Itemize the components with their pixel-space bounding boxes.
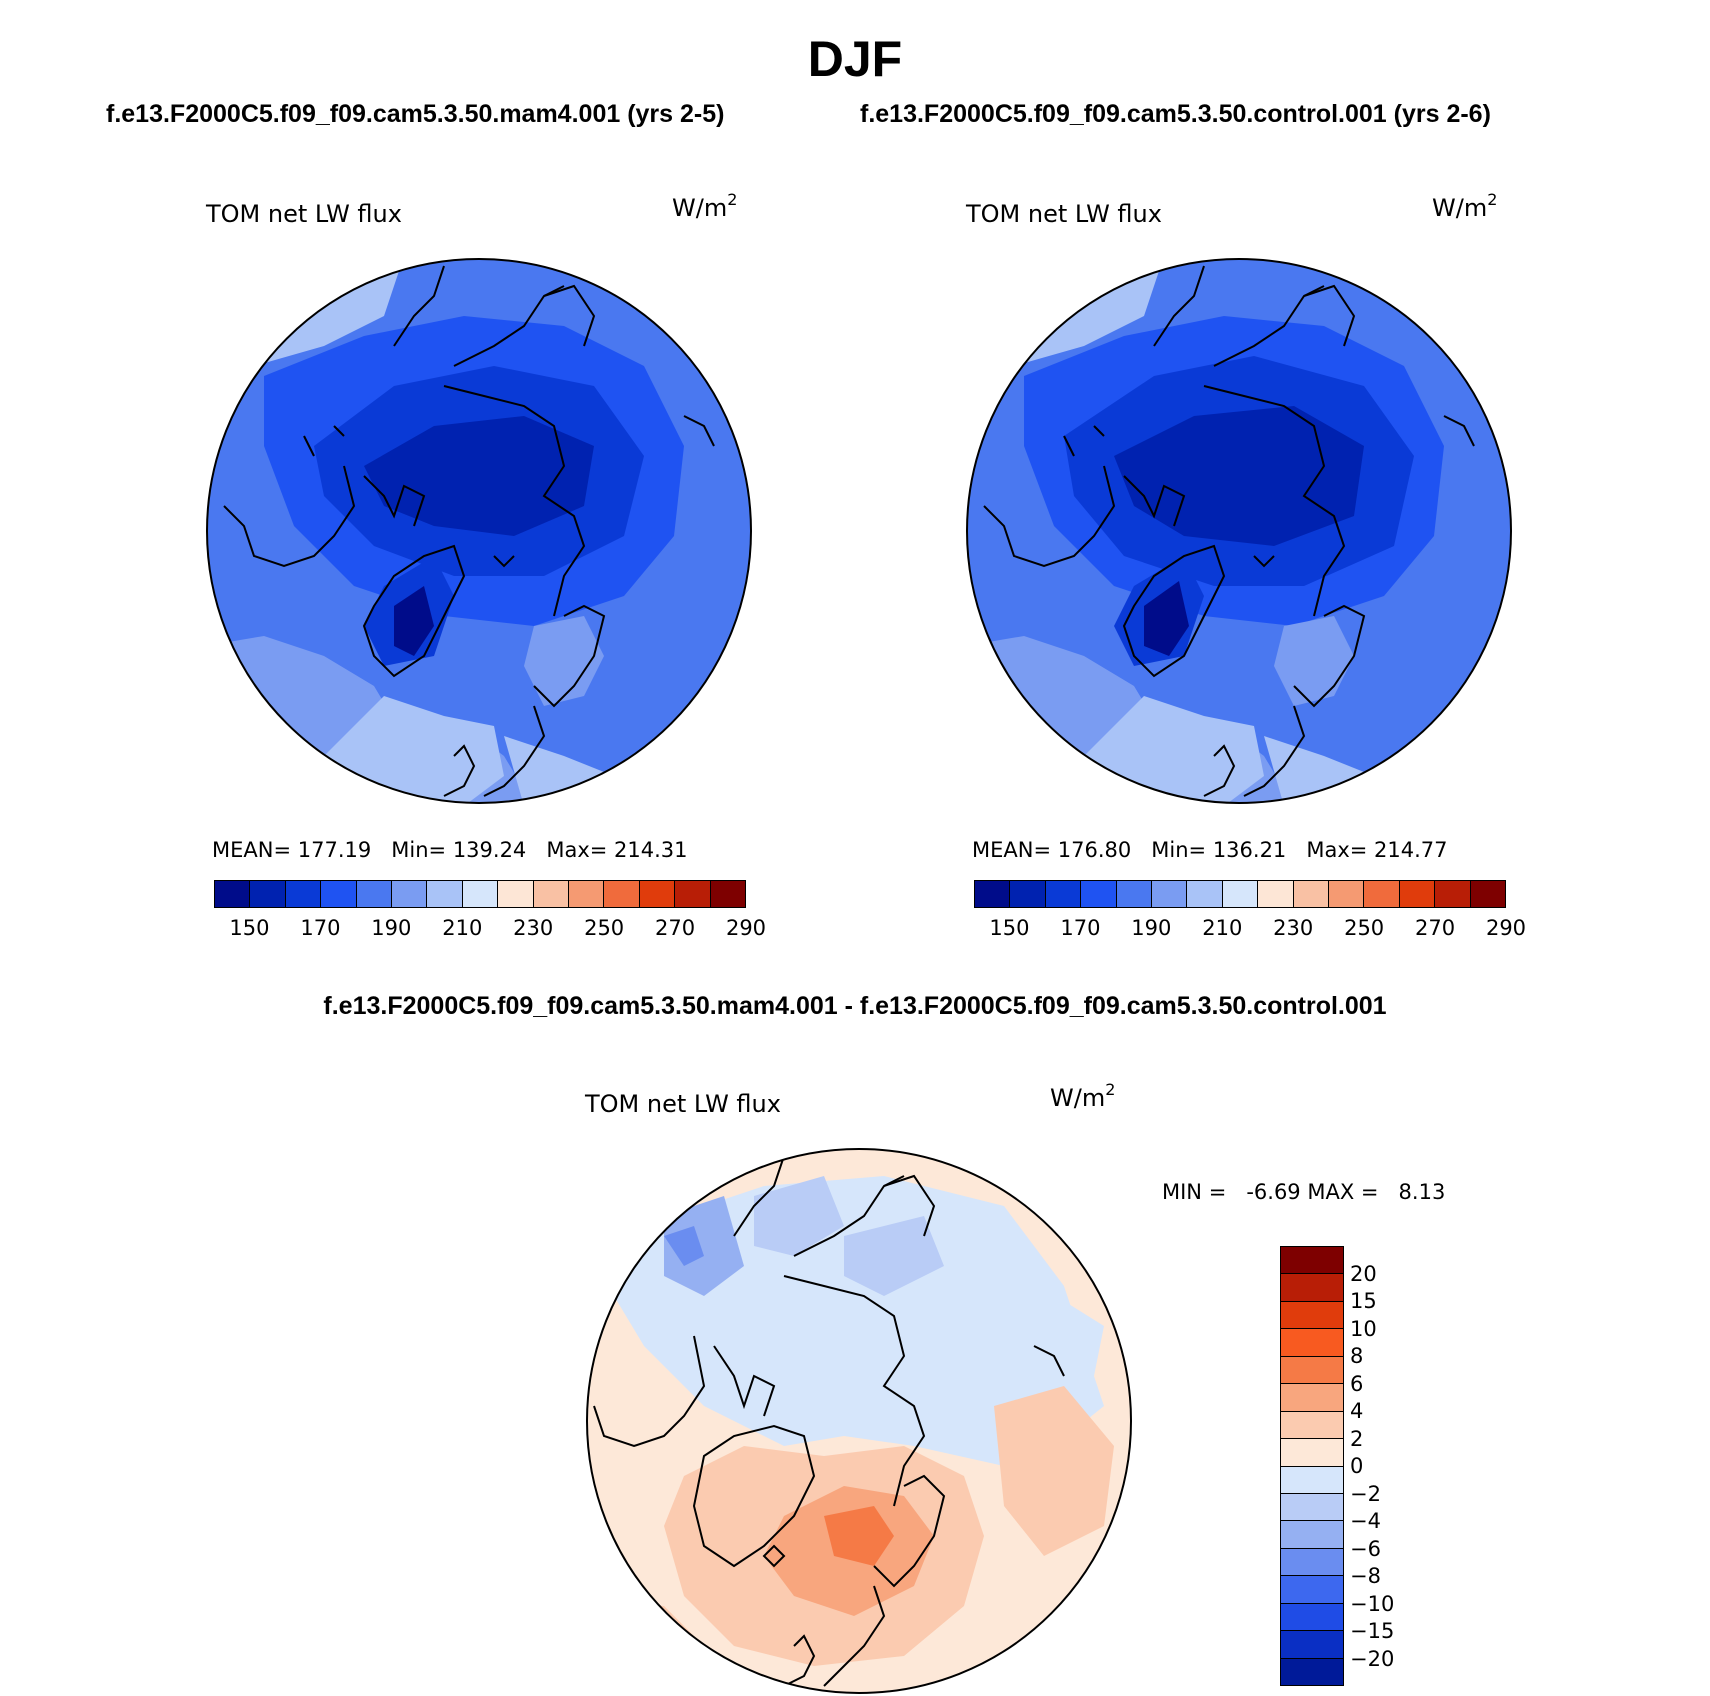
difference-polar-map bbox=[586, 1148, 1132, 1694]
left-experiment-header: f.e13.F2000C5.f09_f09.cam5.3.50.mam4.001… bbox=[106, 100, 725, 128]
colorbar-tick-label: −4 bbox=[1350, 1509, 1381, 1533]
diff-unit-label: W/m2 bbox=[1050, 1080, 1116, 1112]
colorbar-tick-label: −15 bbox=[1350, 1619, 1395, 1643]
colorbar-swatch bbox=[1281, 1658, 1343, 1685]
right-stats: MEAN= 176.80 Min= 136.21 Max= 214.77 bbox=[972, 838, 1448, 862]
colorbar-swatch bbox=[604, 881, 640, 907]
colorbar-tick-label: 290 bbox=[725, 916, 767, 940]
colorbar-tick-label: 250 bbox=[584, 916, 625, 940]
colorbar-swatch bbox=[356, 881, 393, 907]
left-unit-label: W/m2 bbox=[672, 190, 738, 222]
left-colorbar bbox=[214, 880, 746, 908]
colorbar-swatch bbox=[427, 881, 463, 907]
difference-colorbar bbox=[1280, 1246, 1344, 1686]
colorbar-swatch bbox=[1399, 881, 1436, 907]
colorbar-tick-label: 150 bbox=[989, 916, 1030, 940]
colorbar-swatch bbox=[1281, 1384, 1343, 1412]
colorbar-swatch bbox=[710, 881, 746, 907]
colorbar-swatch bbox=[1187, 881, 1223, 907]
colorbar-swatch bbox=[1281, 1603, 1343, 1632]
colorbar-swatch bbox=[1281, 1247, 1343, 1275]
colorbar-swatch bbox=[1281, 1521, 1343, 1549]
colorbar-swatch bbox=[250, 881, 286, 907]
colorbar-tick-label: −6 bbox=[1350, 1536, 1381, 1561]
right-experiment-header: f.e13.F2000C5.f09_f09.cam5.3.50.control.… bbox=[860, 100, 1491, 128]
colorbar-tick-label: 230 bbox=[1273, 916, 1314, 940]
diff-stats: MIN = -6.69 MAX = 8.13 bbox=[1162, 1180, 1446, 1204]
colorbar-tick-label: −8 bbox=[1350, 1564, 1381, 1588]
colorbar-tick-label: 270 bbox=[1415, 916, 1456, 940]
colorbar-swatch bbox=[1281, 1493, 1343, 1522]
colorbar-tick-label: 210 bbox=[1202, 916, 1243, 940]
colorbar-swatch bbox=[1281, 1631, 1343, 1659]
colorbar-swatch bbox=[1470, 881, 1506, 907]
right-unit-label: W/m2 bbox=[1432, 190, 1498, 222]
right-polar-map bbox=[966, 258, 1512, 804]
colorbar-swatch bbox=[1281, 1439, 1343, 1467]
colorbar-swatch bbox=[639, 881, 676, 907]
colorbar-tick-label: 170 bbox=[300, 916, 341, 940]
colorbar-swatch bbox=[285, 881, 322, 907]
colorbar-swatch bbox=[1152, 881, 1188, 907]
colorbar-swatch bbox=[1281, 1329, 1343, 1357]
colorbar-swatch bbox=[1010, 881, 1046, 907]
colorbar-tick-label: 20 bbox=[1350, 1261, 1377, 1286]
right-variable-label: TOM net LW flux bbox=[966, 200, 1162, 228]
diff-variable-label: TOM net LW flux bbox=[585, 1090, 781, 1118]
colorbar-tick-label: 210 bbox=[442, 916, 483, 940]
colorbar-swatch bbox=[215, 881, 251, 907]
colorbar-tick-label: −20 bbox=[1350, 1646, 1395, 1671]
colorbar-swatch bbox=[1364, 881, 1400, 907]
colorbar-swatch bbox=[1222, 881, 1259, 907]
colorbar-tick-label: 250 bbox=[1344, 916, 1385, 940]
colorbar-tick-label: −10 bbox=[1350, 1591, 1395, 1616]
colorbar-swatch bbox=[392, 881, 428, 907]
colorbar-tick-label: 15 bbox=[1350, 1289, 1377, 1313]
colorbar-swatch bbox=[321, 881, 357, 907]
colorbar-tick-label: 190 bbox=[1131, 916, 1172, 940]
left-polar-map bbox=[206, 258, 752, 804]
colorbar-tick-label: 150 bbox=[229, 916, 270, 940]
colorbar-tick-label: 2 bbox=[1350, 1426, 1364, 1451]
colorbar-tick-label: 4 bbox=[1350, 1399, 1364, 1423]
colorbar-swatch bbox=[1281, 1576, 1343, 1604]
left-stats: MEAN= 177.19 Min= 139.24 Max= 214.31 bbox=[212, 838, 688, 862]
colorbar-swatch bbox=[1293, 881, 1330, 907]
colorbar-swatch bbox=[675, 881, 711, 907]
colorbar-swatch bbox=[569, 881, 605, 907]
colorbar-tick-label: 8 bbox=[1350, 1344, 1364, 1368]
colorbar-swatch bbox=[1281, 1274, 1343, 1302]
colorbar-swatch bbox=[1258, 881, 1294, 907]
colorbar-tick-label: −2 bbox=[1350, 1481, 1381, 1506]
colorbar-tick-label: 170 bbox=[1060, 916, 1101, 940]
colorbar-tick-label: 270 bbox=[655, 916, 696, 940]
colorbar-tick-label: 290 bbox=[1485, 916, 1527, 940]
colorbar-swatch bbox=[533, 881, 570, 907]
figure-title: DJF bbox=[807, 31, 903, 87]
colorbar-tick-label: 0 bbox=[1350, 1454, 1364, 1478]
colorbar-swatch bbox=[1281, 1356, 1343, 1385]
colorbar-swatch bbox=[1281, 1466, 1343, 1494]
colorbar-swatch bbox=[462, 881, 499, 907]
colorbar-swatch bbox=[1435, 881, 1471, 907]
colorbar-swatch bbox=[975, 881, 1011, 907]
colorbar-swatch bbox=[1281, 1301, 1343, 1330]
colorbar-tick-label: 10 bbox=[1350, 1316, 1377, 1341]
colorbar-tick-label: 230 bbox=[513, 916, 554, 940]
colorbar-swatch bbox=[498, 881, 534, 907]
colorbar-tick-label: 6 bbox=[1350, 1371, 1364, 1396]
colorbar-swatch bbox=[1081, 881, 1117, 907]
colorbar-swatch bbox=[1045, 881, 1082, 907]
colorbar-swatch bbox=[1116, 881, 1153, 907]
colorbar-swatch bbox=[1329, 881, 1365, 907]
colorbar-swatch bbox=[1281, 1548, 1343, 1577]
colorbar-swatch bbox=[1281, 1411, 1343, 1440]
left-variable-label: TOM net LW flux bbox=[206, 200, 402, 228]
right-colorbar bbox=[974, 880, 1506, 908]
difference-header: f.e13.F2000C5.f09_f09.cam5.3.50.mam4.001… bbox=[323, 992, 1387, 1020]
colorbar-tick-label: 190 bbox=[371, 916, 412, 940]
